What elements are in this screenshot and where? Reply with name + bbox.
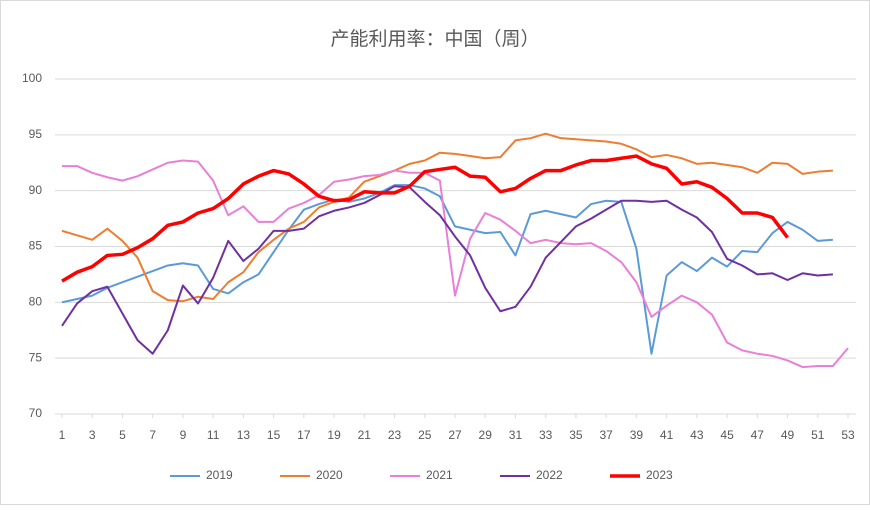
x-tick-label: 27 (448, 428, 462, 442)
x-tick-label: 43 (690, 428, 704, 442)
legend-label: 2021 (426, 468, 453, 482)
x-tick-label: 9 (180, 428, 187, 442)
x-tick-label: 25 (418, 428, 432, 442)
series-line (61, 154, 789, 283)
series-line (62, 159, 849, 369)
x-tick-label: 51 (811, 428, 825, 442)
y-tick-label: 100 (22, 71, 42, 85)
x-tick-label: 47 (751, 428, 765, 442)
series-line (61, 185, 833, 355)
x-tick-label: 39 (630, 428, 644, 442)
x-tick-label: 15 (267, 428, 281, 442)
series-line (61, 132, 833, 303)
x-tick-label: 41 (660, 428, 674, 442)
legend-label: 2022 (536, 468, 563, 482)
y-tick-label: 95 (29, 127, 43, 141)
x-tick-label: 1 (59, 428, 66, 442)
x-tick-label: 29 (479, 428, 493, 442)
y-tick-label: 75 (29, 350, 43, 364)
y-tick-label: 90 (29, 183, 43, 197)
x-tick-label: 13 (237, 428, 251, 442)
x-tick-label: 11 (207, 428, 220, 442)
x-tick-label: 45 (720, 428, 734, 442)
legend-label: 2020 (316, 468, 343, 482)
x-tick-label: 23 (388, 428, 402, 442)
x-tick-label: 19 (327, 428, 341, 442)
x-tick-label: 35 (569, 428, 583, 442)
legend-label: 2019 (206, 468, 233, 482)
y-tick-label: 85 (29, 239, 43, 253)
y-tick-label: 80 (29, 295, 43, 309)
series-line (61, 184, 833, 355)
y-tick-label: 70 (29, 406, 43, 420)
x-tick-label: 33 (539, 428, 553, 442)
x-tick-label: 3 (89, 428, 96, 442)
x-tick-label: 5 (119, 428, 126, 442)
x-tick-label: 53 (841, 428, 855, 442)
x-tick-label: 49 (781, 428, 795, 442)
chart-title: 产能利用率：中国（周） (330, 28, 539, 50)
x-tick-label: 37 (599, 428, 613, 442)
x-tick-label: 21 (358, 428, 372, 442)
legend-label: 2023 (646, 468, 673, 482)
x-tick-label: 7 (149, 428, 156, 442)
x-tick-label: 31 (509, 428, 523, 442)
x-tick-label: 17 (297, 428, 311, 442)
